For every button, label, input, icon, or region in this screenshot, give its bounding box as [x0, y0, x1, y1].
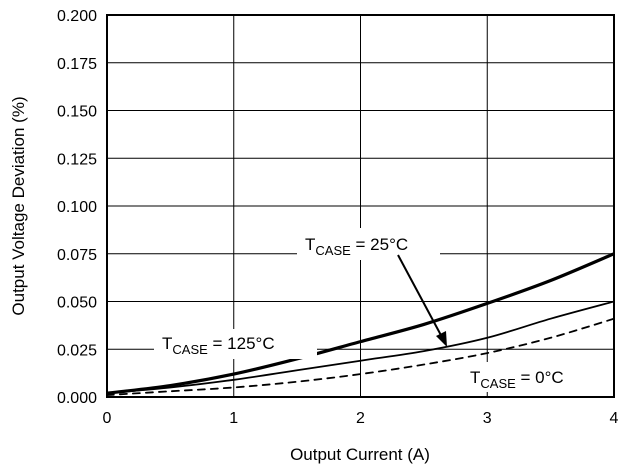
y-tick-label: 0.050	[57, 295, 97, 312]
series-label-25c: TCASE = 25°C	[297, 228, 440, 260]
x-tick-labels: 0 1 2 3 4	[103, 410, 619, 427]
y-tick-label: 0.125	[57, 151, 97, 168]
y-axis-title: Output Voltage Deviation (%)	[9, 96, 28, 315]
svg-text:TCASE = 25°C: TCASE = 25°C	[305, 235, 408, 258]
series-line-0	[107, 252, 614, 395]
series-line-1	[107, 300, 614, 395]
series-label-0c: TCASE = 0°C	[466, 362, 598, 392]
x-tick-label: 2	[356, 410, 365, 427]
y-tick-label: 0.075	[57, 247, 97, 264]
plot-frame	[106, 14, 615, 398]
series-label-arrow	[397, 254, 447, 347]
y-tick-label: 0.100	[57, 199, 97, 216]
y-tick-label: 0.150	[57, 104, 97, 121]
series-line-2	[107, 317, 614, 396]
x-tick-label: 1	[229, 410, 238, 427]
x-tick-label: 3	[483, 410, 492, 427]
series-label-125c: TCASE = 125°C	[154, 329, 317, 359]
y-tick-labels: 0.000 0.025 0.050 0.075 0.100 0.125 0.150 0.175…	[57, 8, 97, 407]
x-tick-label: 4	[610, 410, 619, 427]
series-layer	[107, 252, 614, 396]
x-axis-title: Output Current (A)	[290, 445, 430, 464]
y-tick-label: 0.025	[57, 342, 97, 359]
y-tick-label: 0.200	[57, 8, 97, 25]
x-tick-label: 0	[103, 410, 112, 427]
y-tick-label: 0.000	[57, 390, 97, 407]
svg-text:TCASE = 125°C: TCASE = 125°C	[162, 334, 275, 357]
svg-text:TCASE = 0°C: TCASE = 0°C	[470, 368, 564, 391]
y-tick-label: 0.175	[57, 56, 97, 73]
